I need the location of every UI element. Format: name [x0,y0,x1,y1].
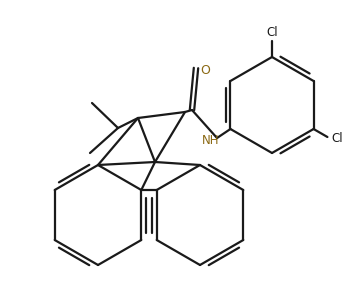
Text: Cl: Cl [332,132,343,145]
Text: Cl: Cl [266,26,278,38]
Text: NH: NH [202,134,220,146]
Text: O: O [200,63,210,77]
